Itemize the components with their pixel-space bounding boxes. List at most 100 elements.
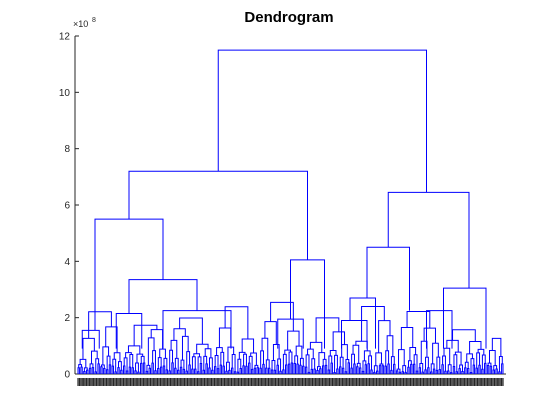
link-small-cluster — [241, 338, 255, 353]
link-small-cluster — [294, 355, 299, 365]
link-small-cluster — [466, 353, 473, 363]
link-small-cluster — [402, 365, 407, 373]
link-small-cluster — [353, 363, 356, 374]
link-small-cluster — [148, 367, 151, 374]
link-small-cluster — [304, 366, 308, 374]
link-small-cluster — [449, 372, 453, 374]
link-small-cluster — [395, 370, 399, 374]
link-small-cluster — [458, 368, 461, 374]
link-small-cluster — [386, 335, 394, 357]
link-small-cluster — [484, 362, 487, 374]
y-tick-label: 8 — [64, 144, 70, 155]
link-small-cluster — [131, 367, 134, 374]
link-small-cluster — [253, 367, 257, 374]
link-small-cluster — [302, 365, 305, 374]
link-small-cluster — [213, 366, 217, 374]
link-small-cluster — [100, 366, 103, 374]
link-small-cluster — [332, 331, 346, 351]
link-small-cluster — [393, 363, 396, 374]
link-small-cluster — [441, 364, 444, 374]
link-small-cluster — [282, 353, 287, 370]
link-small-cluster — [435, 369, 439, 374]
link-small-cluster — [204, 348, 212, 358]
link-small-cluster — [501, 363, 504, 374]
link-small-cluster — [265, 359, 270, 369]
link-small-cluster — [165, 369, 169, 374]
link-small-cluster — [105, 326, 118, 353]
link-small-cluster — [191, 368, 194, 374]
link-small-cluster — [262, 363, 265, 374]
link-left-sub-c — [128, 279, 198, 314]
link-small-cluster — [216, 368, 220, 374]
link-small-cluster — [410, 363, 413, 374]
link-small-cluster — [245, 365, 248, 374]
link-small-cluster — [444, 370, 447, 374]
link-small-cluster — [105, 369, 109, 374]
y-tick-label: 0 — [64, 370, 70, 381]
link-small-cluster — [108, 364, 112, 374]
link-small-cluster — [128, 366, 132, 374]
link-small-cluster — [106, 355, 111, 370]
link-small-cluster — [296, 363, 299, 374]
link-small-cluster — [293, 362, 296, 374]
link-small-cluster — [322, 358, 327, 366]
link-small-cluster — [453, 354, 458, 372]
link-small-cluster — [400, 327, 414, 350]
link-small-cluster — [290, 362, 294, 374]
link-small-cluster — [140, 355, 145, 364]
link-small-cluster — [492, 369, 495, 374]
link-small-cluster — [486, 365, 490, 374]
link-small-cluster — [475, 367, 478, 374]
link-small-cluster — [313, 368, 316, 374]
link-small-cluster — [238, 351, 246, 360]
link-small-cluster — [260, 350, 264, 369]
link-small-cluster — [367, 363, 370, 374]
leaf-labels — [77, 378, 504, 386]
link-small-cluster — [219, 364, 223, 374]
link-small-cluster — [284, 349, 291, 355]
link-small-cluster — [140, 362, 143, 374]
link-small-cluster — [324, 364, 328, 374]
link-small-cluster — [488, 350, 496, 366]
link-small-cluster — [179, 366, 183, 374]
link-small-cluster — [333, 372, 336, 374]
link-small-cluster — [199, 362, 203, 374]
link-right-sub-c — [349, 297, 376, 349]
link-small-cluster — [208, 367, 211, 374]
link-small-cluster — [407, 360, 412, 368]
link-small-cluster — [477, 348, 485, 356]
link-small-cluster — [472, 364, 476, 374]
link-small-cluster — [327, 369, 331, 374]
link-small-cluster — [228, 369, 231, 374]
link-small-cluster — [328, 355, 333, 370]
link-small-cluster — [310, 368, 314, 374]
y-exponent: ×10 8 — [73, 17, 96, 29]
link-small-cluster — [250, 368, 254, 374]
axes: 0 2 4 6 8 10 12 — [59, 32, 506, 381]
link-small-cluster — [432, 342, 439, 364]
link-left-sub-e — [115, 312, 143, 349]
y-exponent-power: 8 — [92, 17, 96, 24]
link-small-cluster — [222, 365, 225, 374]
link-small-cluster — [134, 370, 137, 374]
link-small-cluster — [309, 341, 323, 353]
link-small-cluster — [157, 367, 160, 374]
link-small-cluster — [321, 365, 325, 374]
link-small-cluster — [375, 352, 382, 366]
link-small-cluster — [146, 364, 151, 372]
link-small-cluster — [454, 351, 462, 366]
link-small-cluster — [259, 367, 262, 374]
link-small-cluster — [315, 317, 340, 343]
link-small-cluster — [103, 368, 106, 374]
link-small-cluster — [231, 354, 236, 372]
link-small-cluster — [82, 337, 95, 360]
link-small-cluster — [378, 365, 382, 374]
link-small-cluster — [436, 356, 441, 371]
link-small-cluster — [202, 369, 206, 374]
link-small-cluster — [197, 356, 202, 372]
link-small-cluster — [79, 358, 87, 368]
link-small-cluster — [88, 311, 112, 339]
link-small-cluster — [91, 367, 95, 374]
link-small-cluster — [481, 354, 486, 370]
link-small-cluster — [427, 367, 430, 374]
